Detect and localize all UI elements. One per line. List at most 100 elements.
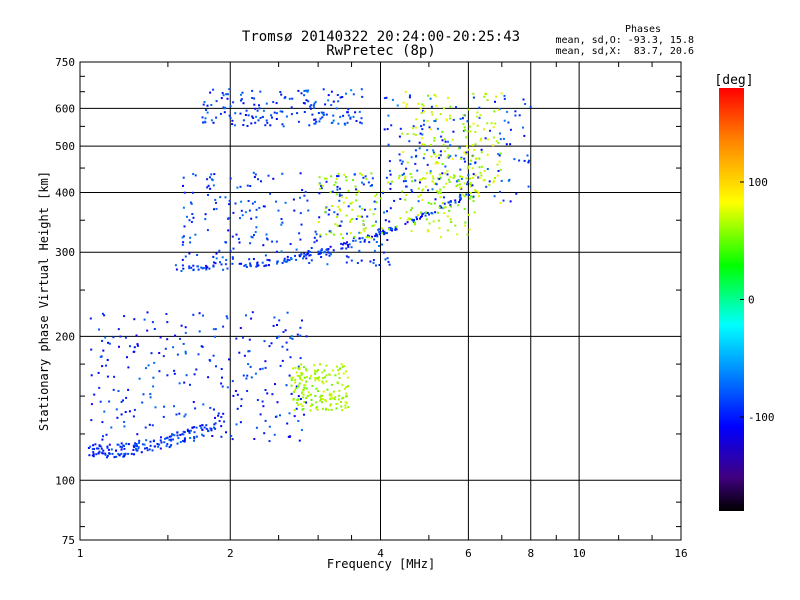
echo-point [296,402,299,404]
echo-point [253,438,256,440]
echo-point [391,229,393,232]
echo-point [298,368,301,371]
echo-point [471,144,474,147]
echo-point [398,135,401,138]
echo-point [89,317,92,320]
echo-point [299,212,302,215]
echo-point [445,182,448,185]
echo-point [471,167,474,170]
echo-point [173,434,176,437]
echo-point [202,314,204,317]
echo-point [345,214,348,217]
echo-point [333,233,335,236]
echo-point [183,438,186,441]
echo-point [436,190,439,193]
echo-point [450,205,452,208]
echo-point [351,201,354,204]
echo-point [414,162,417,165]
echo-point [280,223,283,226]
echo-point [106,446,109,449]
echo-point [283,97,286,100]
echo-point [188,265,191,268]
echo-point [360,122,363,125]
echo-point [301,391,304,394]
echo-point [268,259,271,261]
echo-point [254,200,256,203]
echo-point [390,124,393,127]
echo-point [319,187,321,190]
echo-point [228,199,231,202]
echo-point [429,170,432,173]
echo-point [478,177,481,179]
echo-point [106,456,108,459]
echo-point [125,396,128,399]
echo-point [421,199,424,201]
echo-point [104,452,107,455]
echo-point [106,359,109,361]
echo-point [451,157,454,160]
echo-point [438,153,441,156]
echo-point [488,180,491,183]
echo-point [407,217,410,220]
echo-point [116,416,119,419]
echo-point [192,313,195,316]
echo-point [429,172,432,175]
echo-point [151,424,154,427]
echo-point [179,433,182,436]
echo-point [466,130,469,133]
echo-point [344,123,347,126]
echo-point [119,335,122,338]
echo-point [313,118,316,121]
echo-point [313,364,316,367]
echo-point [322,114,325,116]
echo-point [472,155,475,158]
echo-point [112,336,115,339]
echo-point [459,183,461,186]
echo-point [102,349,105,352]
echo-point [120,452,123,455]
echo-point [303,384,306,387]
echo-point [405,167,408,170]
echo-point [395,228,398,231]
echo-point [340,242,343,245]
echo-point [327,248,330,250]
echo-point [309,254,312,257]
echo-point [476,111,479,114]
echo-point [195,435,198,438]
echo-point [375,241,378,243]
echo-point [148,423,151,426]
echo-point [313,236,316,239]
echo-point [288,97,291,100]
echo-point [87,447,90,449]
echo-point [514,114,517,117]
echo-point [275,200,278,203]
echo-point [166,374,169,377]
echo-point [348,243,351,246]
scatter-points [87,88,532,459]
echo-point [404,90,407,93]
echo-point [240,99,242,102]
echo-point [322,377,325,380]
echo-point [212,354,215,357]
echo-point [449,117,452,120]
echo-point [410,189,413,191]
echo-point [214,335,216,338]
echo-point [493,195,496,198]
echo-point [342,396,345,399]
echo-point [469,130,472,133]
echo-point [411,127,414,130]
echo-point [455,185,458,188]
echo-point [449,144,452,147]
echo-point [234,112,237,115]
echo-point [448,201,451,204]
echo-point [309,250,312,253]
echo-point [434,95,437,98]
y-tick-label: 750 [55,56,75,69]
echo-point [472,176,475,179]
echo-point [207,430,210,433]
echo-point [439,150,442,153]
echo-point [438,191,441,193]
echo-point [318,192,321,195]
echo-point [373,224,376,227]
echo-point [158,443,161,446]
